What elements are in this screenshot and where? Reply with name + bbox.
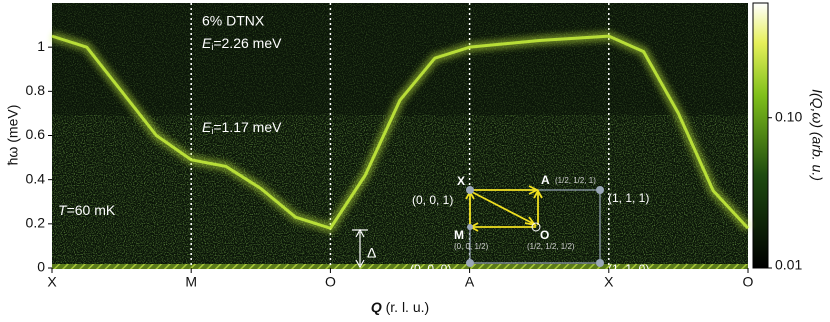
- inset-point: O: [540, 228, 549, 242]
- temperature: T=60 mK: [58, 202, 116, 218]
- x-tick-label: X: [47, 274, 57, 290]
- hatched-band: [52, 264, 748, 269]
- line: [51, 34, 750, 230]
- inset-coord: (0, 0, 0): [410, 262, 451, 276]
- y-tick-label: 1: [37, 38, 45, 54]
- inset-point: M: [454, 228, 464, 242]
- inset-coord: (0, 0, 1/2): [454, 242, 489, 251]
- inset: [465, 185, 604, 267]
- ei-label: Ei=2.26 meV: [202, 35, 282, 53]
- x-axis-label: Q (r. l. u.): [371, 299, 429, 315]
- x-tick-label: X: [604, 274, 614, 290]
- delta-label: Δ: [367, 245, 376, 261]
- x-tick-label: O: [325, 274, 336, 290]
- annotation: 6% DTNX: [202, 13, 265, 29]
- colorbar-tick-label: 0.10: [775, 108, 802, 124]
- inset-coord: (1, 1, 1): [608, 191, 649, 205]
- y-axis-label: ħω (meV): [5, 105, 21, 166]
- colorbar: [752, 2, 769, 269]
- colorbar-tick-label: 0.01: [775, 257, 802, 273]
- inset-coord: (0, 0, 1): [412, 193, 453, 207]
- x-tick-label: M: [185, 274, 197, 290]
- y-tick-label: 0.4: [26, 170, 46, 186]
- y-tick-label: 0.8: [26, 82, 46, 98]
- inset-point: X: [457, 174, 465, 188]
- inset-coord: (1/2, 1/2, 1): [555, 176, 596, 185]
- y-tick-label: 0.2: [26, 215, 46, 231]
- inset-coord: (1/2, 1/2, 1/2): [527, 242, 575, 251]
- colorbar-label: I(Q,ω) (arb. u.): [809, 89, 825, 181]
- x-tick-label: O: [743, 274, 754, 290]
- delta-arrow: [352, 228, 368, 269]
- y-tick-label: 0.6: [26, 126, 46, 142]
- x-tick-label: A: [465, 274, 475, 290]
- inset-point: A: [541, 173, 550, 187]
- inset-coord: (1, 1, 0): [608, 262, 649, 276]
- ei-label: Ei=1.17 meV: [202, 119, 282, 137]
- y-tick-label: 0: [37, 259, 45, 275]
